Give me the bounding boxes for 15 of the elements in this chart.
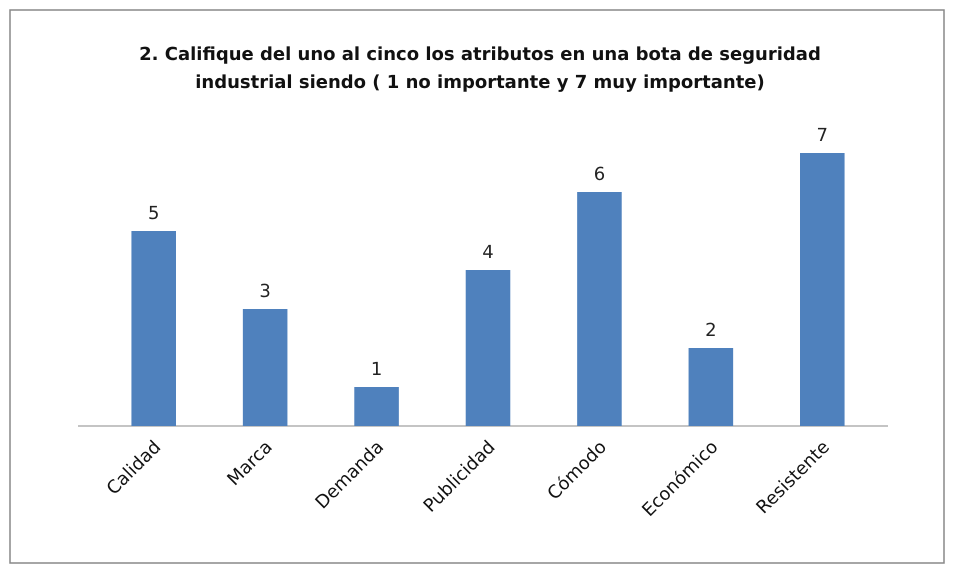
data-label: 2 xyxy=(705,320,717,341)
bar xyxy=(466,270,510,426)
bar xyxy=(688,348,734,426)
bar xyxy=(131,231,176,426)
data-label: 4 xyxy=(482,242,494,263)
data-label: 5 xyxy=(148,203,160,224)
bar xyxy=(577,192,622,426)
data-label: 1 xyxy=(370,359,382,380)
data-label: 7 xyxy=(816,125,828,146)
data-label: 3 xyxy=(259,281,271,302)
chart-title: 2. Califique del uno al cinco los atributos en una bota de seguridad industrial siendo ( 1 no importante y 7 muy importante) xyxy=(139,44,821,93)
bar xyxy=(800,153,845,426)
bar xyxy=(242,309,288,426)
data-label: 6 xyxy=(594,164,606,185)
bar xyxy=(354,387,399,426)
